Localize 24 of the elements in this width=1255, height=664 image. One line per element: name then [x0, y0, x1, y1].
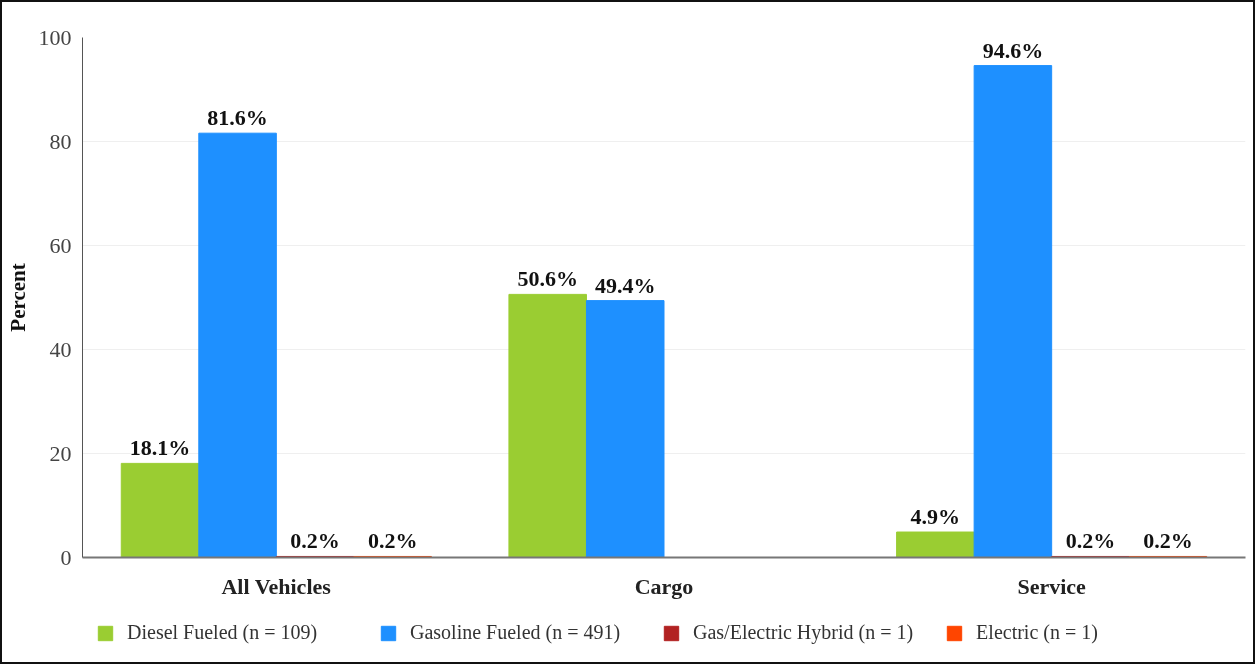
- data-label: 18.1%: [129, 435, 191, 461]
- legend-label: Gasoline Fueled (n = 491): [410, 621, 622, 644]
- data-label: 0.2%: [1143, 528, 1193, 554]
- data-label: 81.6%: [207, 105, 268, 131]
- data-label: 50.6%: [517, 266, 578, 292]
- legend-label: Diesel Fueled (n = 109): [127, 621, 319, 644]
- y-axis-title: Percent: [5, 263, 30, 332]
- y-tick-label: 100: [38, 24, 72, 50]
- legend-label: Gas/Electric Hybrid (n = 1): [693, 621, 914, 644]
- y-tick-label: 0: [60, 544, 72, 570]
- x-tick-label: Cargo: [634, 573, 694, 599]
- data-label: 49.4%: [594, 272, 656, 298]
- y-tick-label: 80: [49, 128, 72, 154]
- data-label: 94.6%: [982, 37, 1044, 63]
- data-label: 4.9%: [910, 504, 961, 530]
- y-tick-label: 40: [49, 336, 72, 362]
- x-tick-label: Service: [1017, 573, 1087, 599]
- data-label: 0.2%: [1065, 528, 1116, 554]
- y-tick-label: 60: [49, 232, 72, 258]
- data-label: 0.2%: [367, 528, 418, 554]
- legend-label: Electric (n = 1): [976, 621, 1099, 644]
- data-label: 0.2%: [290, 528, 340, 554]
- x-tick-label: All Vehicles: [221, 573, 332, 599]
- y-tick-label: 20: [49, 440, 72, 466]
